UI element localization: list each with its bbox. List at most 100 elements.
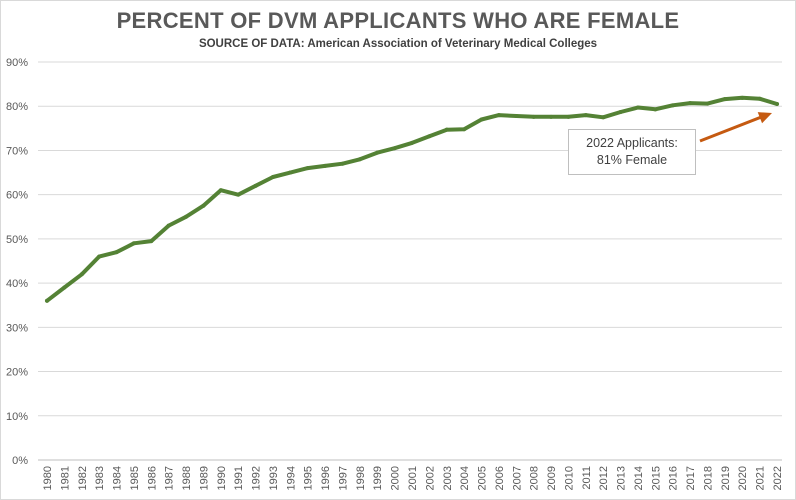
data-point — [270, 174, 275, 179]
data-point — [775, 102, 779, 107]
annotation-arrow — [699, 112, 772, 143]
x-tick-label: 2018 — [702, 466, 714, 490]
x-tick-label: 2001 — [407, 466, 419, 490]
data-point — [462, 127, 467, 132]
data-point — [653, 107, 658, 112]
data-point — [566, 114, 571, 119]
annotation-line-1: 2022 Applicants: — [586, 136, 678, 150]
x-tick-label: 1995 — [303, 466, 315, 490]
x-tick-label: 2017 — [685, 466, 697, 490]
data-point — [62, 285, 67, 290]
x-tick-label: 1999 — [372, 466, 384, 490]
data-point — [514, 113, 519, 118]
y-tick-label: 20% — [6, 367, 28, 379]
x-tick-label: 2000 — [390, 466, 402, 490]
x-tick-label: 1984 — [112, 466, 124, 490]
data-point — [427, 134, 432, 139]
arrow-head — [757, 112, 772, 124]
data-point — [201, 203, 206, 208]
data-point — [45, 298, 49, 303]
data-point — [479, 117, 484, 122]
x-tick-label: 2022 — [772, 466, 784, 490]
data-point — [305, 166, 310, 171]
x-tick-label: 2007 — [511, 466, 523, 490]
data-point — [79, 272, 84, 277]
x-tick-label: 2021 — [755, 466, 767, 490]
gridlines — [38, 61, 782, 461]
data-point — [288, 170, 293, 175]
x-tick-label: 2005 — [477, 466, 489, 490]
data-point — [688, 101, 693, 106]
x-tick-label: 1993 — [268, 466, 280, 490]
data-point — [601, 115, 606, 120]
x-tick-label: 1980 — [42, 466, 54, 490]
y-tick-label: 0% — [12, 455, 28, 467]
y-tick-label: 30% — [6, 322, 28, 334]
x-tick-label: 2003 — [442, 466, 454, 490]
x-tick-label: 2019 — [720, 466, 732, 490]
data-point — [114, 250, 119, 255]
data-point — [253, 183, 258, 188]
data-point — [340, 161, 345, 166]
x-tick-label: 1990 — [216, 466, 228, 490]
y-axis-ticks: 0% 10% 20% 30% 40% 50% 60% 70% 80% 90% — [6, 57, 28, 467]
data-point — [410, 140, 414, 145]
x-tick-label: 1981 — [59, 466, 71, 490]
chart-title: PERCENT OF DVM APPLICANTS WHO ARE FEMALE — [116, 8, 680, 33]
data-point — [757, 96, 762, 101]
x-tick-label: 1998 — [355, 466, 367, 490]
data-point — [670, 103, 675, 108]
x-tick-label: 2010 — [563, 466, 575, 490]
annotation-line-2: 81% Female — [596, 153, 668, 167]
x-axis-ticks: 1980 1981 1982 1983 1984 1985 1986 1987 1988 1989… — [42, 466, 784, 490]
data-point — [444, 127, 449, 132]
data-point — [740, 95, 745, 100]
x-tick-label: 1987 — [164, 466, 176, 490]
x-tick-label: 2004 — [459, 466, 471, 490]
data-point — [496, 113, 501, 118]
x-tick-label: 2011 — [581, 466, 593, 490]
data-point — [149, 239, 154, 244]
data-point — [131, 241, 136, 246]
x-tick-label: 1994 — [285, 466, 297, 490]
data-point — [323, 163, 328, 168]
data-point — [97, 254, 102, 259]
x-tick-label: 2012 — [598, 466, 610, 490]
y-tick-label: 60% — [6, 190, 28, 202]
data-point — [705, 101, 710, 106]
x-tick-label: 1997 — [337, 466, 349, 490]
data-point — [635, 105, 640, 110]
x-tick-label: 1991 — [233, 466, 245, 490]
y-tick-label: 70% — [6, 145, 28, 157]
chart-subtitle: SOURCE OF DATA: American Association of … — [198, 38, 598, 50]
x-tick-label: 2006 — [494, 466, 506, 490]
y-tick-label: 40% — [6, 278, 28, 290]
data-point — [618, 109, 623, 114]
data-point — [218, 188, 223, 193]
y-tick-label: 80% — [6, 101, 28, 113]
x-tick-label: 1989 — [198, 466, 210, 490]
x-tick-label: 1982 — [77, 466, 89, 490]
series-group — [45, 95, 779, 303]
data-point — [236, 192, 241, 197]
data-point — [392, 146, 397, 151]
annotation-callout: 2022 Applicants: 81% Female — [568, 129, 696, 175]
x-tick-label: 1988 — [181, 466, 193, 490]
x-tick-label: 2009 — [546, 466, 558, 490]
data-point — [583, 113, 588, 118]
data-point — [549, 114, 554, 119]
data-point — [531, 114, 536, 119]
x-tick-label: 2002 — [424, 466, 436, 490]
x-tick-label: 1992 — [251, 466, 263, 490]
arrow-shaft — [699, 114, 765, 143]
y-tick-label: 50% — [6, 234, 28, 246]
x-tick-label: 2015 — [650, 466, 662, 490]
y-tick-label: 10% — [6, 411, 28, 423]
x-tick-label: 1986 — [146, 466, 158, 490]
x-tick-label: 1985 — [129, 466, 141, 490]
x-tick-label: 1996 — [320, 466, 332, 490]
data-point — [184, 214, 189, 219]
x-tick-label: 2014 — [633, 466, 645, 490]
